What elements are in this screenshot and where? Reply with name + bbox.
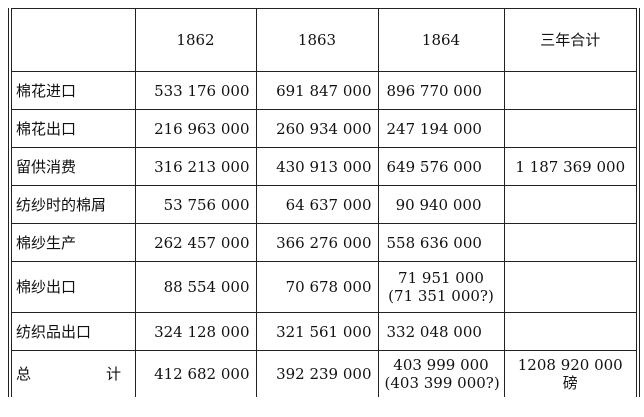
table-row: 棉纱出口 88 554 000 70 678 000 71 951 000 (7… — [8, 261, 640, 313]
value-1864: 71 951 000 — [398, 269, 484, 287]
cell-1862: 88 554 000 — [134, 261, 257, 313]
cell-1864: 247 194 000 — [377, 109, 505, 148]
cell-1864: 403 999 000 (403 399 000?) — [377, 350, 505, 397]
cell-1864: 71 951 000 (71 351 000?) — [377, 261, 505, 313]
cell-1862: 216 963 000 — [134, 109, 257, 148]
value-1864: 403 999 000 — [393, 356, 489, 374]
table-row: 棉花出口 216 963 000 260 934 000 247 194 000 — [8, 109, 640, 148]
cell-1863: 70 678 000 — [255, 261, 379, 313]
cell-total: 1 187 369 000 — [503, 147, 640, 186]
cell-1864: 896 770 000 — [377, 71, 505, 110]
row-label: 棉花进口 — [8, 71, 136, 110]
header-1863: 1863 — [255, 8, 379, 72]
cell-total — [503, 312, 640, 351]
cell-1863: 321 561 000 — [255, 312, 379, 351]
table-row: 纺织品出口 324 128 000 321 561 000 332 048 00… — [8, 312, 640, 351]
cotton-statistics-table: 1862 1863 1864 三年合计 棉花进口 533 176 000 691… — [8, 8, 640, 397]
header-1864: 1864 — [377, 8, 505, 72]
row-label: 棉纱生产 — [8, 223, 136, 262]
cell-1863: 64 637 000 — [255, 185, 379, 224]
header-total: 三年合计 — [503, 8, 640, 72]
cell-total — [503, 109, 640, 148]
row-label: 棉纱出口 — [8, 261, 136, 313]
value-1864-alt: (71 351 000?) — [388, 287, 494, 305]
table-row: 纺纱时的棉屑 53 756 000 64 637 000 90 940 000 — [8, 185, 640, 224]
cell-total — [503, 71, 640, 110]
row-label: 留供消费 — [8, 147, 136, 186]
cell-1863: 392 239 000 — [255, 350, 379, 397]
cell-1864: 90 940 000 — [377, 185, 505, 224]
cell-1863: 691 847 000 — [255, 71, 379, 110]
total-row: 总 计 412 682 000 392 239 000 403 999 000 … — [8, 350, 640, 397]
cell-1863: 430 913 000 — [255, 147, 379, 186]
cell-1862: 324 128 000 — [134, 312, 257, 351]
cell-1862: 533 176 000 — [134, 71, 257, 110]
table-row: 棉花进口 533 176 000 691 847 000 896 770 000 — [8, 71, 640, 110]
cell-total — [503, 185, 640, 224]
value-1864-alt: (403 399 000?) — [384, 374, 500, 392]
cell-1862: 412 682 000 — [134, 350, 257, 397]
table-row: 留供消费 316 213 000 430 913 000 649 576 000… — [8, 147, 640, 186]
header-row: 1862 1863 1864 三年合计 — [8, 8, 640, 72]
cell-1864: 332 048 000 — [377, 312, 505, 351]
cell-1864: 649 576 000 — [377, 147, 505, 186]
row-label: 纺织品出口 — [8, 312, 136, 351]
cell-1862: 53 756 000 — [134, 185, 257, 224]
cell-1863: 366 276 000 — [255, 223, 379, 262]
header-1862: 1862 — [134, 8, 257, 72]
cell-total — [503, 223, 640, 262]
row-label: 纺纱时的棉屑 — [8, 185, 136, 224]
table-row: 棉纱生产 262 457 000 366 276 000 558 636 000 — [8, 223, 640, 262]
cell-1862: 262 457 000 — [134, 223, 257, 262]
header-empty — [8, 8, 136, 72]
value-total: 1208 920 000 — [517, 356, 623, 374]
row-label: 棉花出口 — [8, 109, 136, 148]
cell-total — [503, 261, 640, 313]
cell-1862: 316 213 000 — [134, 147, 257, 186]
row-label: 总 计 — [8, 350, 136, 397]
cell-total: 1208 920 000 磅 — [503, 350, 640, 397]
value-total-unit: 磅 — [562, 374, 578, 392]
cell-1863: 260 934 000 — [255, 109, 379, 148]
cell-1864: 558 636 000 — [377, 223, 505, 262]
